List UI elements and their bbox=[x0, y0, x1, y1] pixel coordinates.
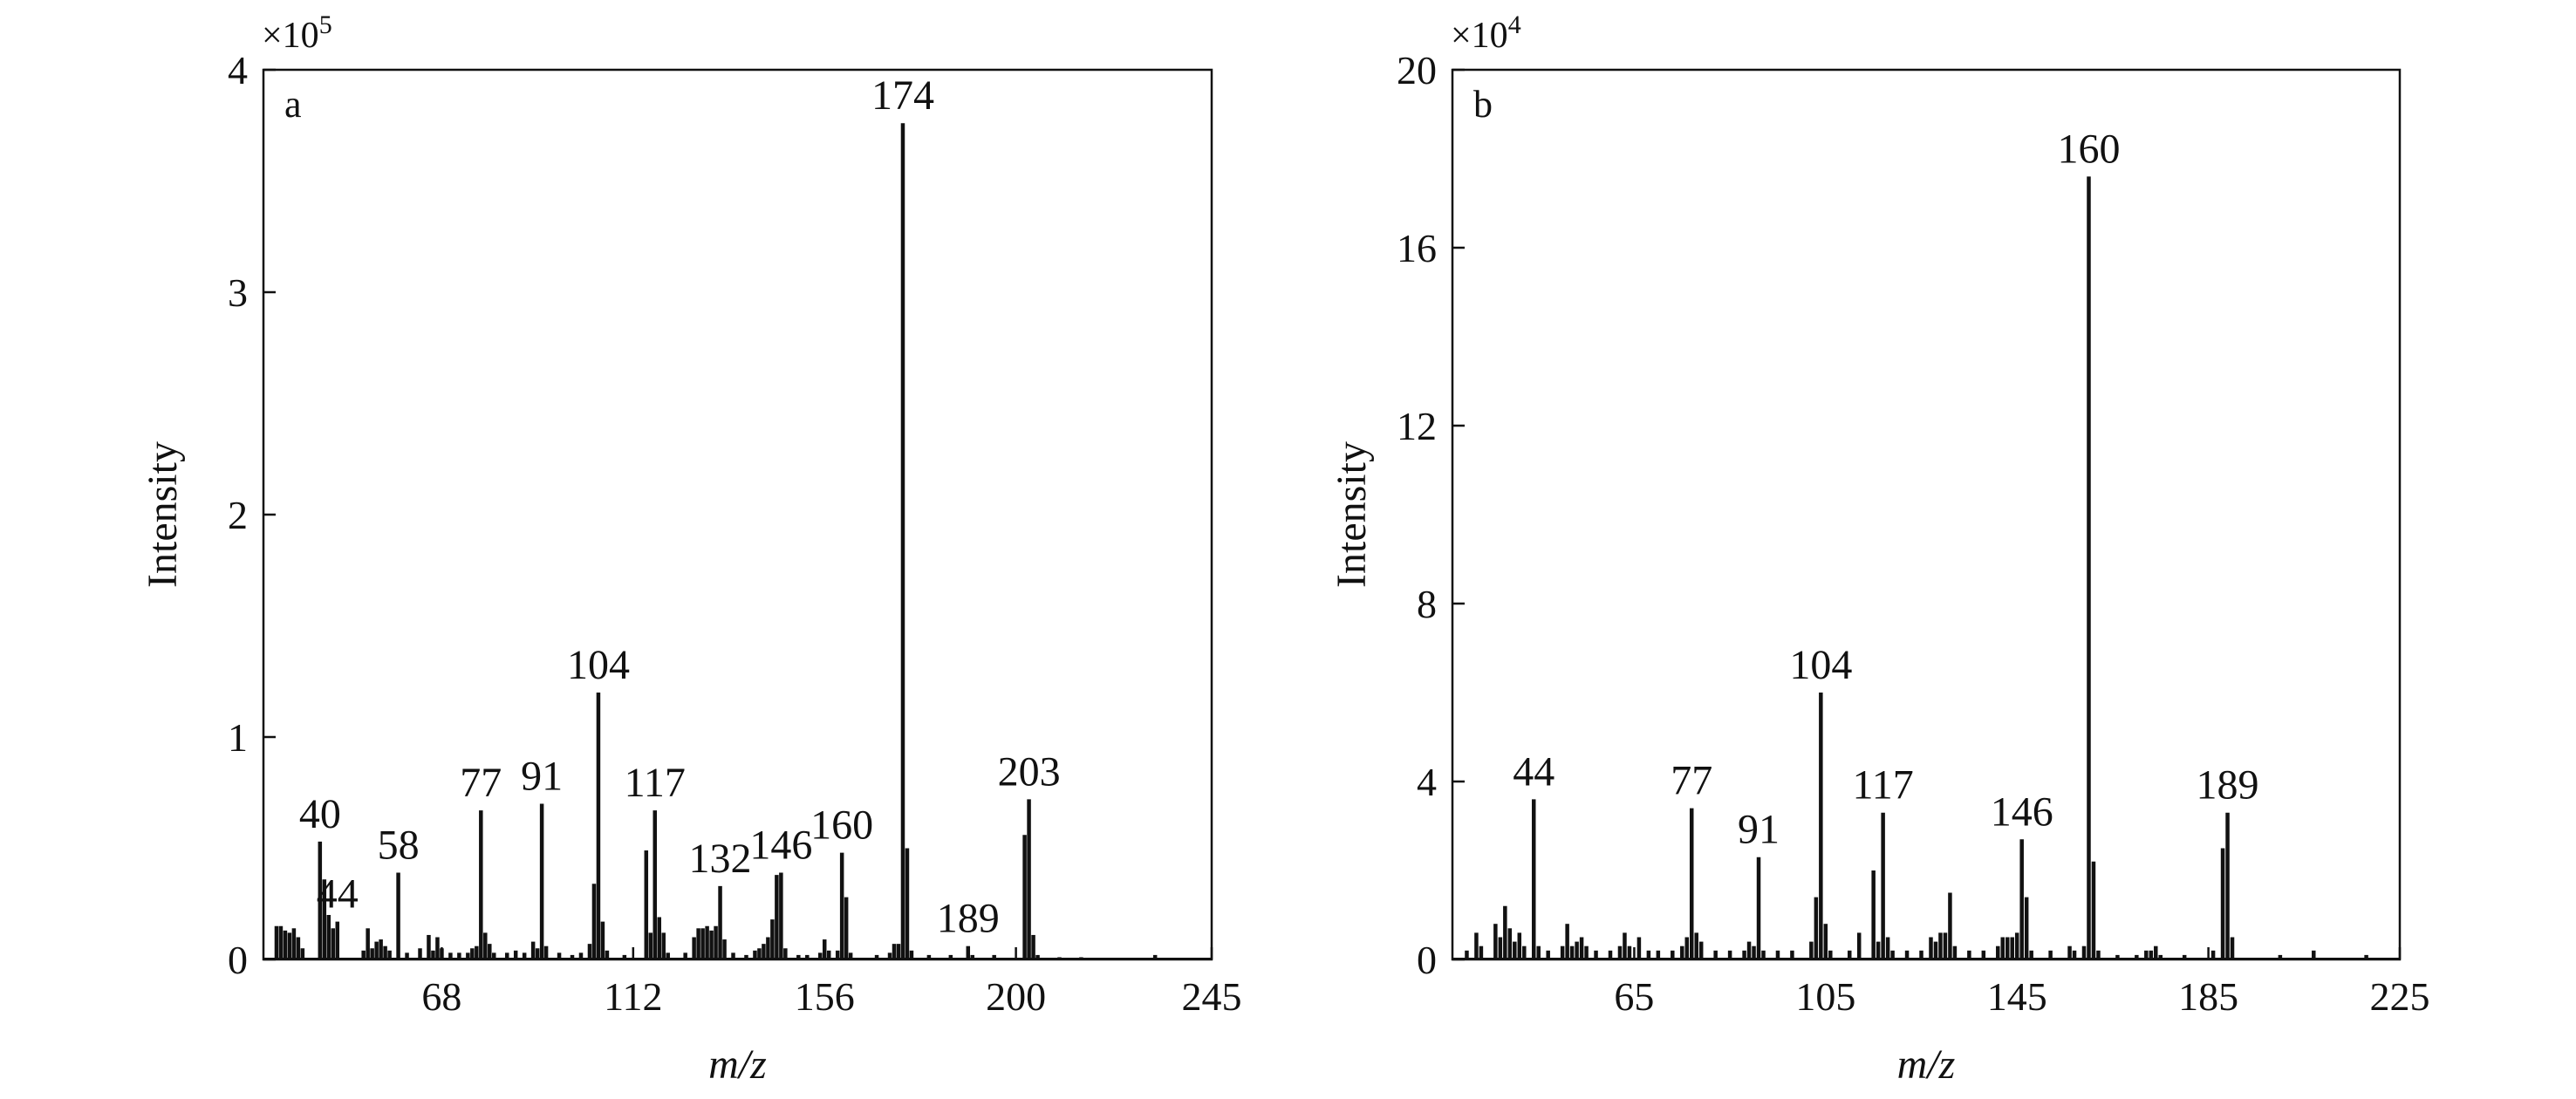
x-tick-label: 245 bbox=[1182, 974, 1242, 1019]
peak-label: 77 bbox=[460, 760, 502, 806]
y-tick-label: 2 bbox=[228, 493, 248, 537]
peak-label: 146 bbox=[749, 823, 812, 869]
peak-label: 77 bbox=[1671, 758, 1712, 804]
peak-label: 117 bbox=[1853, 762, 1914, 809]
panel-a: 68 112 156 200 245 0 1 2 3 4 40 44 58 77 91 104 11713214… bbox=[140, 10, 1242, 1088]
x-tick-label: 65 bbox=[1614, 974, 1654, 1019]
y-multiplier: ×104 bbox=[1451, 10, 1521, 56]
peak-label: 44 bbox=[1513, 748, 1554, 795]
panel-b: 65 105 145 185 225 0 4 8 12 16 20 44 77 91 104 117 146 16… bbox=[1329, 10, 2430, 1088]
peak-label: 160 bbox=[2057, 126, 2120, 172]
peak-label: 91 bbox=[521, 754, 563, 800]
y-tick-label: 8 bbox=[1417, 582, 1437, 626]
peak-label: 189 bbox=[2197, 762, 2259, 809]
y-tick-label: 0 bbox=[1417, 938, 1437, 982]
panel-letter: a bbox=[284, 83, 302, 126]
peak-label: 91 bbox=[1738, 807, 1780, 853]
peak-label: 146 bbox=[1991, 788, 2053, 835]
peak-label: 40 bbox=[299, 791, 341, 837]
x-axis-title: m/z bbox=[708, 1041, 767, 1088]
peaks bbox=[274, 123, 1158, 959]
x-tick-label: 200 bbox=[986, 974, 1046, 1019]
y-tick-label: 12 bbox=[1397, 404, 1437, 448]
x-tick-label: 112 bbox=[604, 974, 662, 1019]
x-tick-label: 68 bbox=[421, 974, 461, 1019]
peaks bbox=[1465, 176, 2368, 959]
y-tick-label: 16 bbox=[1397, 226, 1437, 270]
peak-label: 104 bbox=[567, 642, 630, 688]
peak-label: 117 bbox=[625, 760, 686, 806]
y-tick-label: 4 bbox=[1417, 760, 1437, 804]
y-axis-title: Intensity bbox=[1329, 441, 1375, 588]
x-tick-label: 225 bbox=[2370, 974, 2430, 1019]
y-tick-label: 0 bbox=[228, 938, 248, 982]
x-tick-label: 145 bbox=[1987, 974, 2047, 1019]
peak-label: 160 bbox=[810, 802, 873, 849]
peak-label: 203 bbox=[998, 748, 1061, 795]
y-multiplier: ×105 bbox=[262, 10, 332, 56]
plot-frame bbox=[1451, 68, 2402, 961]
peak-label: 104 bbox=[1789, 642, 1852, 688]
x-tick-label: 185 bbox=[2178, 974, 2238, 1019]
x-tick-label: 156 bbox=[795, 974, 855, 1019]
panel-letter: b bbox=[1473, 83, 1493, 126]
y-tick-label: 4 bbox=[228, 48, 248, 92]
peak-label: 44 bbox=[317, 871, 359, 918]
y-axis-title: Intensity bbox=[140, 441, 186, 588]
y-tick-label: 1 bbox=[228, 715, 248, 760]
peak-label: 174 bbox=[871, 72, 934, 119]
y-tick-label: 3 bbox=[228, 270, 248, 315]
x-tick-label: 105 bbox=[1795, 974, 1855, 1019]
x-axis-title: m/z bbox=[1897, 1041, 1956, 1088]
peak-label: 132 bbox=[689, 836, 752, 882]
peak-label: 189 bbox=[937, 896, 1000, 942]
y-tick-label: 20 bbox=[1397, 48, 1437, 92]
peak-label: 58 bbox=[378, 823, 420, 869]
